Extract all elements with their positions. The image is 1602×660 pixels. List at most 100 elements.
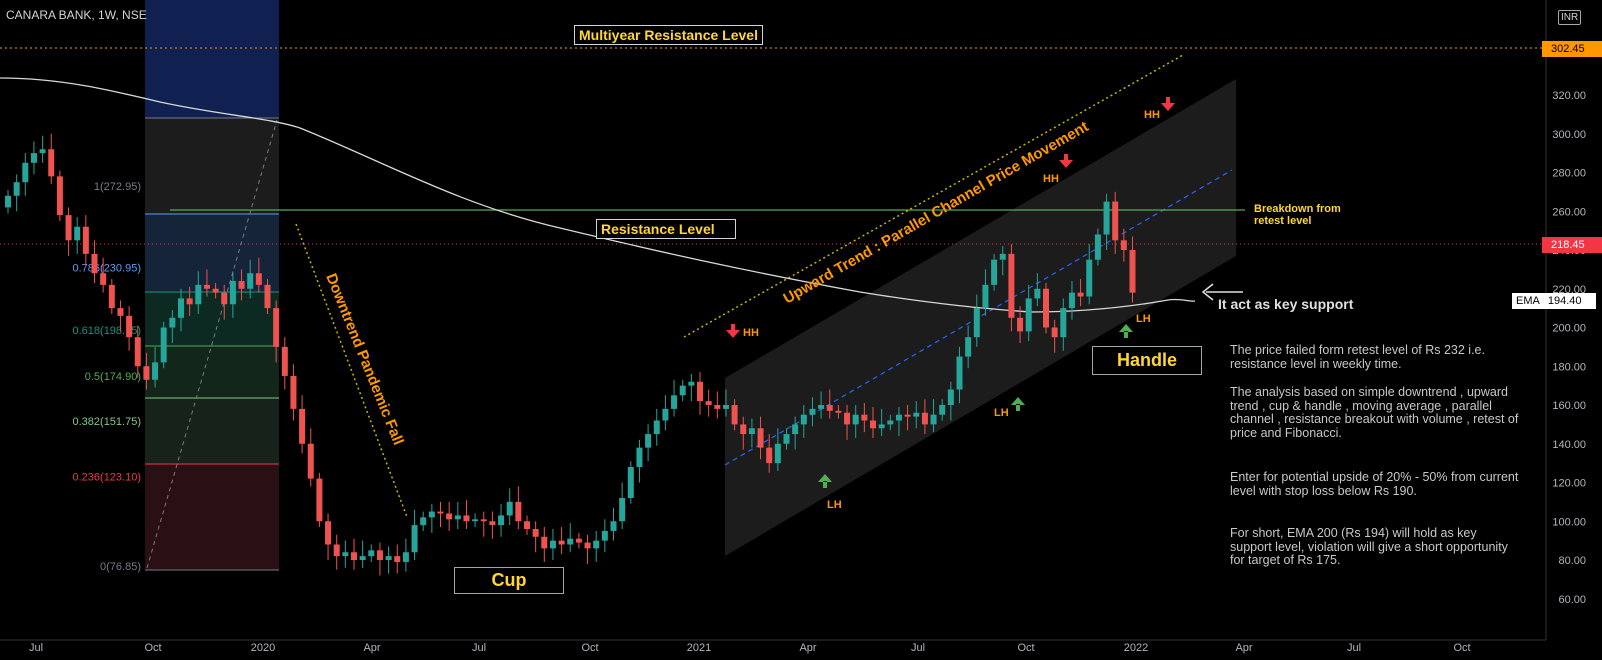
candle-body[interactable] — [645, 434, 652, 448]
candle-body[interactable] — [852, 414, 859, 425]
candle-body[interactable] — [1103, 201, 1110, 235]
candle-body[interactable] — [203, 284, 210, 289]
candle-body[interactable] — [705, 401, 712, 405]
candle-body[interactable] — [342, 552, 349, 557]
candle-body[interactable] — [74, 226, 81, 241]
candle-body[interactable] — [792, 424, 799, 435]
candle-body[interactable] — [593, 540, 600, 549]
candle-body[interactable] — [757, 428, 764, 448]
candle-body[interactable] — [549, 540, 556, 549]
candle-body[interactable] — [1094, 234, 1101, 260]
candle-body[interactable] — [861, 414, 868, 421]
candle-body[interactable] — [1051, 327, 1058, 338]
candle-body[interactable] — [411, 525, 418, 553]
candle-body[interactable] — [229, 281, 236, 305]
candle-body[interactable] — [653, 420, 660, 435]
candle-body[interactable] — [783, 434, 790, 444]
candle-body[interactable] — [134, 337, 141, 367]
candle-body[interactable] — [420, 517, 427, 526]
candle-body[interactable] — [766, 447, 773, 464]
candle-body[interactable] — [956, 356, 963, 390]
candle-body[interactable] — [748, 428, 755, 435]
candle-body[interactable] — [489, 521, 496, 526]
candle-body[interactable] — [532, 529, 539, 537]
candle-body[interactable] — [221, 292, 228, 305]
candle-body[interactable] — [1034, 288, 1041, 299]
candle-body[interactable] — [584, 542, 591, 549]
candle-body[interactable] — [333, 544, 340, 557]
candle-body[interactable] — [325, 521, 332, 545]
candle-body[interactable] — [446, 513, 453, 520]
candle-body[interactable] — [688, 381, 695, 386]
candle-body[interactable] — [679, 385, 686, 396]
candles[interactable] — [5, 133, 1136, 576]
candle-body[interactable] — [714, 405, 721, 409]
candle-body[interactable] — [809, 408, 816, 415]
candle-body[interactable] — [454, 515, 461, 520]
candle-body[interactable] — [428, 511, 435, 518]
candle-body[interactable] — [774, 443, 781, 464]
candle-body[interactable] — [82, 226, 89, 254]
candle-body[interactable] — [498, 515, 505, 526]
candle-body[interactable] — [965, 337, 972, 357]
candle-body[interactable] — [316, 478, 323, 522]
candle-body[interactable] — [826, 405, 833, 411]
candle-body[interactable] — [126, 315, 133, 338]
candle-body[interactable] — [878, 424, 885, 429]
candle-body[interactable] — [818, 405, 825, 409]
candle-body[interactable] — [437, 511, 444, 514]
candle-body[interactable] — [195, 284, 202, 305]
candle-body[interactable] — [1077, 292, 1084, 297]
candle-body[interactable] — [1043, 288, 1049, 328]
candle-body[interactable] — [273, 308, 280, 347]
candle-body[interactable] — [619, 498, 626, 522]
candle-body[interactable] — [662, 408, 669, 421]
candle-body[interactable] — [1025, 298, 1032, 332]
candle-body[interactable] — [307, 443, 314, 479]
candle-body[interactable] — [1086, 259, 1093, 297]
candle-body[interactable] — [671, 395, 678, 409]
candle-body[interactable] — [5, 195, 11, 208]
candle-body[interactable] — [143, 366, 150, 380]
candle-body[interactable] — [48, 149, 55, 177]
candle-body[interactable] — [178, 298, 184, 318]
candle-body[interactable] — [91, 253, 98, 274]
candle-body[interactable] — [1068, 292, 1075, 309]
candle-body[interactable] — [160, 327, 167, 363]
candle-body[interactable] — [740, 424, 747, 435]
candle-body[interactable] — [627, 467, 634, 498]
candle-body[interactable] — [212, 288, 219, 293]
candle-body[interactable] — [921, 412, 928, 425]
candle-body[interactable] — [368, 550, 375, 557]
candle-body[interactable] — [947, 389, 954, 406]
candle-body[interactable] — [1008, 253, 1015, 318]
candle-body[interactable] — [281, 346, 288, 376]
candle-body[interactable] — [601, 530, 608, 541]
candle-body[interactable] — [558, 540, 565, 545]
candle-body[interactable] — [1060, 308, 1067, 338]
candle-body[interactable] — [30, 153, 37, 163]
candle-body[interactable] — [636, 447, 643, 467]
candle-body[interactable] — [982, 284, 989, 309]
candle-body[interactable] — [973, 308, 980, 338]
candle-body[interactable] — [264, 284, 271, 309]
candle-body[interactable] — [930, 414, 937, 425]
candle-body[interactable] — [472, 519, 479, 522]
candle-body[interactable] — [697, 381, 703, 402]
candle-body[interactable] — [541, 536, 548, 549]
candle-body[interactable] — [731, 405, 738, 425]
currency-badge[interactable]: INR — [1558, 10, 1582, 25]
candle-body[interactable] — [835, 410, 842, 413]
candle-body[interactable] — [299, 408, 306, 444]
candle-body[interactable] — [800, 414, 807, 425]
candle-body[interactable] — [359, 556, 366, 560]
candle-body[interactable] — [480, 519, 487, 522]
candle-body[interactable] — [895, 414, 902, 421]
candle-body[interactable] — [117, 308, 124, 316]
candle-body[interactable] — [567, 538, 574, 545]
candle-body[interactable] — [722, 405, 729, 409]
candle-body[interactable] — [524, 521, 530, 529]
candle-body[interactable] — [152, 362, 159, 380]
candle-body[interactable] — [1112, 201, 1119, 241]
